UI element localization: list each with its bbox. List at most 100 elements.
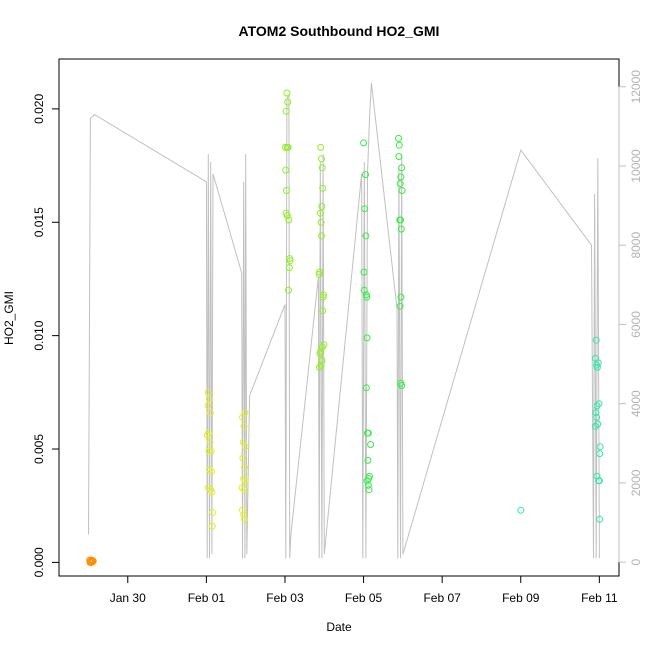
data-point: [204, 402, 212, 410]
data-point: [207, 447, 215, 455]
data-point: [397, 293, 405, 301]
data-point: [286, 257, 294, 265]
data-point: [239, 438, 247, 446]
data-point: [360, 139, 368, 147]
data-point: [592, 409, 600, 417]
data-point: [241, 515, 248, 523]
data-point: [319, 307, 327, 315]
data-point: [240, 422, 248, 430]
data-point: [241, 477, 249, 485]
data-point: [283, 212, 291, 219]
data-point: [395, 153, 403, 160]
x-axis-label: Date: [326, 620, 352, 634]
x-tick-label: Feb 07: [423, 591, 461, 605]
y2-tick-label: 6000: [629, 311, 643, 338]
x-axis: Jan 30 Feb 01 Feb 03 Feb 05 Feb 07 Feb 09 Feb …: [110, 575, 618, 605]
x-tick-label: Feb 05: [345, 591, 383, 605]
data-point: [593, 402, 601, 410]
data-point: [594, 420, 602, 428]
data-point: [282, 166, 290, 174]
x-tick-label: Feb 03: [266, 591, 304, 605]
data-point: [282, 107, 290, 115]
data-point: [395, 134, 402, 142]
data-point: [596, 515, 604, 523]
data-point: [362, 384, 370, 392]
y-axis: 0.000 0.005 0.010 0.015 0.020: [32, 94, 60, 577]
data-point: [517, 506, 525, 514]
data-point: [594, 359, 602, 367]
data-point: [397, 225, 405, 233]
data-point: [206, 438, 214, 446]
y-axis-label: HO2_GMI: [2, 291, 16, 345]
data-point: [205, 447, 213, 455]
data-point: [284, 98, 292, 106]
data-point: [209, 509, 217, 516]
data-point: [595, 400, 603, 408]
data-point: [206, 465, 213, 473]
data-point: [367, 441, 375, 448]
data-point: [318, 232, 325, 240]
chart-title: ATOM2 Southbound HO2_GMI: [239, 23, 440, 39]
y-tick-label: 0.005: [32, 434, 46, 464]
x-tick-label: Feb 09: [502, 591, 540, 605]
y2-axis: 0 2000 4000 6000 8000 10000 12000: [618, 70, 643, 565]
data-point: [206, 395, 213, 403]
data-point: [396, 216, 404, 224]
y-tick-label: 0.000: [32, 547, 46, 577]
data-point: [316, 363, 323, 371]
data-point: [596, 450, 604, 458]
data-point: [396, 302, 404, 310]
data-point: [365, 486, 373, 494]
data-point: [320, 291, 327, 299]
data-point: [208, 488, 216, 496]
data-point: [360, 268, 368, 276]
data-point: [591, 422, 599, 430]
data-point: [592, 336, 600, 344]
data-point: [285, 286, 292, 294]
y2-tick-label: 2000: [629, 469, 643, 496]
data-point: [396, 180, 404, 188]
data-point: [241, 463, 248, 471]
data-point: [204, 431, 211, 439]
data-point: [593, 413, 601, 421]
data-point: [206, 409, 214, 417]
data-point: [240, 486, 248, 494]
data-point: [238, 484, 246, 492]
data-point: [316, 268, 323, 276]
y-tick-label: 0.015: [32, 207, 46, 237]
data-point: [318, 155, 325, 163]
data-point: [362, 171, 369, 179]
data-point: [284, 143, 292, 151]
data-point: [317, 143, 325, 151]
secondary-series-layer: [88, 82, 600, 559]
data-point: [398, 164, 406, 172]
data-point: [208, 522, 216, 530]
data-point: [241, 409, 249, 417]
y2-tick-label: 10000: [629, 149, 643, 183]
y2-tick-label: 12000: [629, 70, 643, 104]
data-point: [283, 89, 291, 97]
x-tick-label: Jan 30: [110, 591, 146, 605]
points-layer: [86, 89, 604, 566]
data-point: [397, 173, 405, 181]
data-point: [239, 506, 246, 514]
data-point: [593, 363, 601, 371]
data-point: [208, 468, 215, 476]
data-point: [315, 270, 323, 278]
data-point: [241, 443, 249, 451]
data-point: [318, 202, 326, 210]
data-point: [596, 443, 604, 451]
data-point: [595, 477, 603, 485]
x-tick-label: Feb 11: [581, 591, 618, 605]
data-point: [364, 481, 372, 489]
data-point: [240, 511, 248, 519]
data-point: [317, 218, 325, 226]
data-point: [281, 143, 289, 151]
y2-tick-label: 0: [629, 558, 643, 565]
secondary-series-line: [88, 82, 600, 559]
data-point: [319, 184, 327, 192]
data-point: [283, 187, 290, 194]
data-point: [316, 209, 324, 217]
data-point: [363, 293, 371, 301]
